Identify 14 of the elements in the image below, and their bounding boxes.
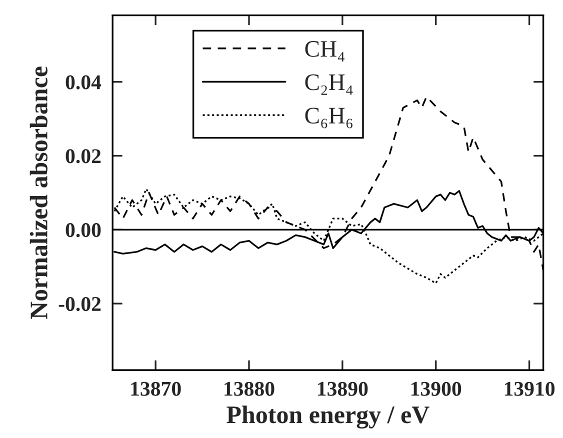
x-axis-title: Photon energy / eV bbox=[226, 406, 430, 429]
legend-label: C₂H₄ bbox=[305, 74, 353, 95]
y-tick-label: 0.02 bbox=[66, 149, 101, 164]
legend-label: CH₄ bbox=[305, 41, 344, 62]
legend-label: C₆H₆ bbox=[305, 108, 352, 128]
y-tick-label: 0.04 bbox=[66, 75, 102, 90]
x-tick-label: 13890 bbox=[318, 382, 368, 396]
x-tick-label: 13910 bbox=[504, 382, 555, 396]
y-axis-title: Normalized absorbance bbox=[30, 66, 48, 319]
x-tick-label: 13880 bbox=[224, 382, 274, 396]
x-tick-label: 13870 bbox=[131, 382, 181, 396]
y-tick-label: -0.02 bbox=[58, 296, 101, 312]
x-tick-label: 13900 bbox=[411, 382, 462, 396]
y-tick-label: 0.00 bbox=[66, 223, 101, 238]
